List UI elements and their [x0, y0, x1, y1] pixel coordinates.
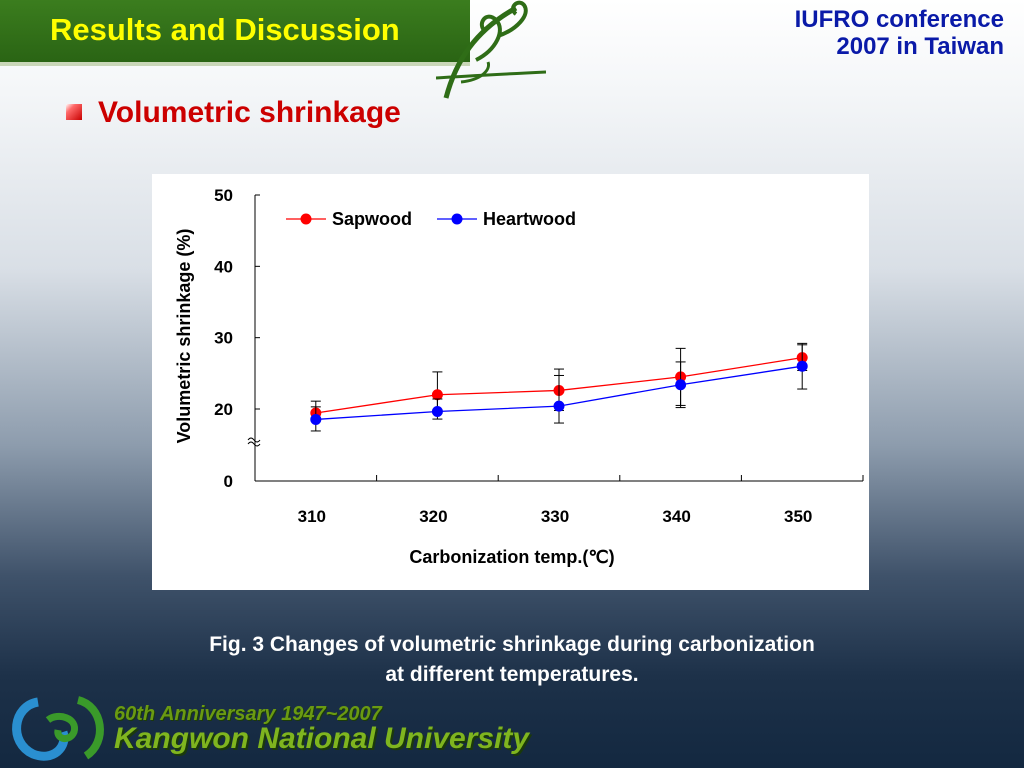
data-point-heartwood	[553, 400, 565, 412]
y-tick-label: 30	[214, 329, 233, 348]
y-tick-label: 50	[214, 186, 233, 205]
ornament-icon	[436, 0, 546, 99]
legend-label: Heartwood	[483, 209, 576, 229]
axis-break-mark	[247, 441, 261, 447]
bullet-icon	[66, 104, 82, 120]
x-tick-label: 350	[784, 507, 812, 526]
line-chart: 0 20 30 40 50 310 320 330 340 350 Carbonization te…	[174, 186, 864, 567]
x-tick-label: 320	[419, 507, 447, 526]
legend-label: Sapwood	[332, 209, 412, 229]
chart-panel: 0 20 30 40 50 310 320 330 340 350 Carbonization te…	[152, 174, 869, 590]
axis-break-mark	[247, 437, 261, 443]
data-point-sapwood	[431, 389, 443, 401]
legend-marker	[300, 213, 312, 225]
conference-label: IUFRO conference 2007 in Taiwan	[795, 6, 1004, 60]
figure-caption: Fig. 3 Changes of volumetric shrinkage d…	[0, 630, 1024, 690]
data-point-heartwood	[310, 413, 322, 425]
data-point-heartwood	[431, 406, 443, 418]
y-tick-label: 20	[214, 400, 233, 419]
data-point-heartwood	[675, 379, 687, 391]
caption-line2: at different temperatures.	[385, 663, 639, 686]
x-tick-label: 340	[662, 507, 690, 526]
conference-line1: IUFRO conference	[794, 6, 1004, 33]
anniversary-text: 60th Anniversary 1947~2007	[114, 703, 382, 725]
caption-line1: Fig. 3 Changes of volumetric shrinkage d…	[209, 633, 815, 656]
y-tick-label: 0	[224, 472, 233, 491]
university-name: Kangwon National University	[114, 722, 530, 755]
legend-marker	[451, 213, 463, 225]
x-axis-label: Carbonization temp.(℃)	[409, 547, 614, 567]
title-bar: Results and Discussion	[0, 0, 470, 66]
y-tick-label: 40	[214, 257, 233, 276]
data-point-heartwood	[796, 360, 808, 372]
section-heading: Volumetric shrinkage	[98, 96, 401, 129]
slide-title: Results and Discussion	[50, 12, 400, 47]
y-axis-label: Volumetric shrinkage (%)	[174, 229, 194, 444]
university-logo-icon	[12, 696, 104, 761]
x-tick-label: 310	[298, 507, 326, 526]
conference-line2: 2007 in Taiwan	[836, 33, 1004, 60]
x-tick-label: 330	[541, 507, 569, 526]
